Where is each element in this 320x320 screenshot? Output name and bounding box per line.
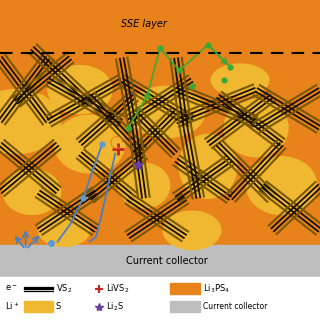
Text: S: S	[56, 302, 61, 311]
Text: VS$_2$: VS$_2$	[56, 282, 72, 295]
Ellipse shape	[3, 170, 61, 214]
Text: Current collector: Current collector	[125, 256, 207, 266]
Ellipse shape	[163, 211, 221, 250]
Text: SSE layer: SSE layer	[121, 19, 167, 29]
Ellipse shape	[0, 90, 61, 154]
Text: Li$^+$: Li$^+$	[5, 301, 20, 312]
Bar	[0, 53, 320, 245]
Bar	[170, 301, 200, 312]
Bar	[24, 301, 53, 312]
Ellipse shape	[48, 66, 112, 114]
Ellipse shape	[211, 64, 269, 96]
Text: Current collector: Current collector	[203, 302, 268, 311]
Text: e$^-$: e$^-$	[5, 284, 18, 293]
Bar	[170, 283, 200, 294]
Ellipse shape	[118, 163, 170, 208]
Ellipse shape	[179, 134, 237, 198]
Text: Li$_3$PS$_4$: Li$_3$PS$_4$	[203, 282, 230, 295]
Text: LiVS$_2$: LiVS$_2$	[106, 282, 129, 295]
Ellipse shape	[128, 86, 205, 138]
Bar	[0, 0, 320, 53]
Ellipse shape	[224, 99, 288, 157]
Ellipse shape	[54, 115, 125, 173]
Bar	[0, 277, 320, 320]
Bar	[0, 245, 320, 277]
Ellipse shape	[38, 214, 90, 246]
Ellipse shape	[246, 157, 317, 214]
Text: Li$_2$S: Li$_2$S	[106, 300, 124, 313]
